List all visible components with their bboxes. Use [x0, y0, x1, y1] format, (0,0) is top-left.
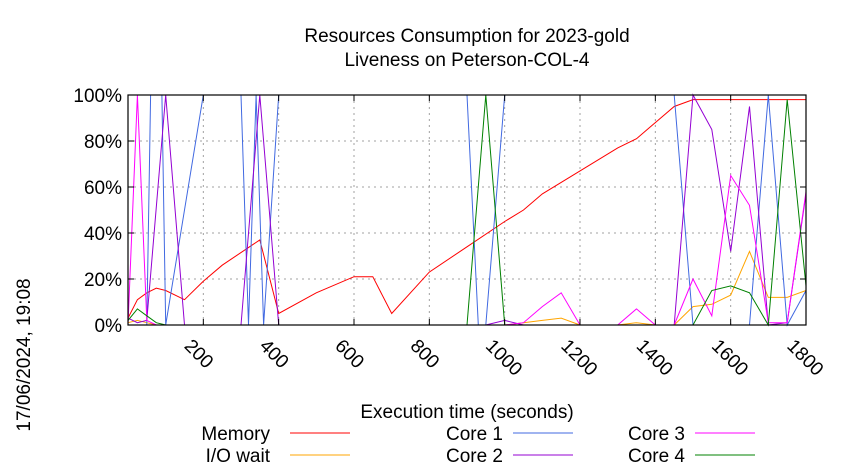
grid-lines: [128, 95, 806, 325]
y-tick-label: 80%: [84, 132, 122, 153]
y-tick-label: 0%: [95, 316, 123, 337]
series-line-core-1: [128, 94, 807, 327]
timestamp-label: 17/06/2024, 19:08: [14, 278, 35, 431]
series-line-core-4: [127, 94, 807, 327]
legend-label-core-2: Core 2: [446, 446, 503, 467]
x-axis-label: Execution time (seconds): [360, 402, 573, 423]
legend-label-core-4: Core 4: [628, 446, 685, 467]
y-tick-label: 40%: [84, 224, 122, 245]
x-tick-label: 1600: [707, 336, 752, 381]
legend-label-i-o-wait: I/O wait: [206, 446, 271, 467]
x-tick-label: 1000: [481, 336, 526, 381]
y-tick-label: 100%: [73, 86, 122, 107]
chart-subtitle: Liveness on Peterson-COL-4: [344, 50, 589, 71]
plot-border: [127, 94, 807, 326]
x-tick-label: 1200: [556, 336, 601, 381]
y-tick-label: 60%: [84, 178, 122, 199]
legend-label-memory: Memory: [201, 424, 270, 445]
x-tick-label: 1800: [782, 336, 827, 381]
chart-title: Resources Consumption for 2023-gold: [304, 26, 629, 47]
legend-label-core-3: Core 3: [628, 424, 685, 445]
series-lines: [127, 93, 807, 327]
x-tick-label: 1400: [632, 336, 677, 381]
y-tick-label: 20%: [84, 270, 122, 291]
series-line-core-3: [127, 94, 807, 326]
legend-label-core-1: Core 1: [446, 424, 503, 445]
x-tick-label: 600: [330, 336, 367, 373]
series-line-memory: [127, 99, 806, 319]
x-axis-ticks: 200 400 600 800 1000 1200 1400 1600 1800: [180, 95, 827, 380]
series-line-i-o-wait: [127, 250, 807, 326]
y-axis-ticks: 0% 20% 40% 60% 80% 100%: [73, 86, 806, 337]
x-tick-label: 400: [255, 336, 292, 373]
x-tick-label: 200: [180, 336, 217, 373]
series-line-core-2: [127, 93, 807, 326]
x-tick-label: 800: [406, 336, 443, 373]
